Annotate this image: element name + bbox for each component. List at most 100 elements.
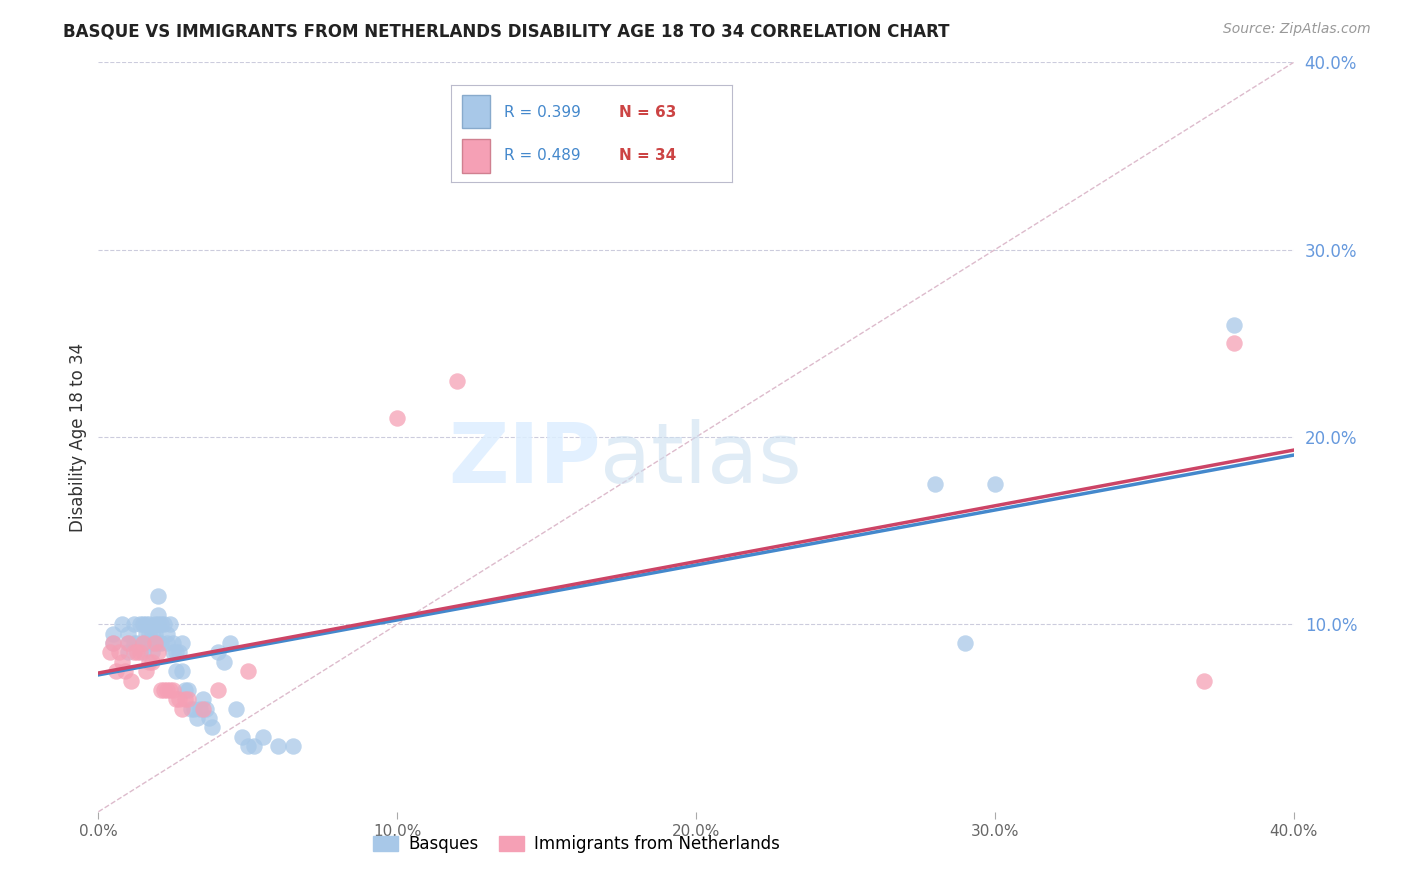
Point — [198, 711, 221, 725]
Y-axis label: Disability Age 18 to 34: Disability Age 18 to 34 — [69, 343, 87, 532]
Point — [165, 692, 187, 706]
Point — [172, 664, 194, 679]
Point — [141, 646, 163, 660]
Point — [159, 683, 181, 698]
Point — [174, 683, 197, 698]
Point — [177, 683, 200, 698]
Point — [150, 636, 173, 650]
Point — [252, 730, 274, 744]
Point — [129, 646, 152, 660]
Point — [207, 683, 229, 698]
Point — [124, 646, 146, 660]
Point — [135, 617, 157, 632]
Point — [153, 683, 176, 698]
Point — [138, 655, 160, 669]
Point — [129, 617, 152, 632]
Point — [167, 692, 190, 706]
Point — [219, 636, 242, 650]
Point — [1223, 318, 1246, 332]
Point — [183, 701, 205, 715]
Point — [159, 617, 181, 632]
Point — [191, 692, 214, 706]
Point — [172, 636, 194, 650]
Point — [162, 636, 184, 650]
Point — [162, 646, 184, 660]
Point — [124, 636, 146, 650]
Point — [165, 646, 187, 660]
Point — [243, 739, 266, 753]
Point — [132, 646, 155, 660]
Point — [143, 617, 166, 632]
Point — [174, 692, 197, 706]
Point — [117, 646, 139, 660]
Point — [385, 411, 409, 425]
Point — [195, 701, 218, 715]
Point — [150, 617, 173, 632]
Point — [177, 692, 200, 706]
Point — [236, 739, 259, 753]
Point — [138, 626, 160, 640]
Point — [191, 701, 214, 715]
Point — [117, 626, 139, 640]
Point — [207, 646, 229, 660]
Point — [117, 636, 139, 650]
Point — [127, 646, 149, 660]
Point — [105, 664, 128, 679]
Point — [120, 673, 142, 688]
Point — [156, 636, 179, 650]
Text: Source: ZipAtlas.com: Source: ZipAtlas.com — [1223, 22, 1371, 37]
Point — [143, 636, 166, 650]
Point — [132, 636, 155, 650]
Point — [231, 730, 253, 744]
Point — [135, 664, 157, 679]
Point — [117, 636, 139, 650]
Point — [1223, 336, 1246, 351]
Point — [98, 646, 122, 660]
Point — [984, 476, 1007, 491]
Point — [167, 646, 190, 660]
Point — [156, 626, 179, 640]
Point — [201, 721, 224, 735]
Point — [103, 636, 125, 650]
Text: ZIP: ZIP — [449, 419, 600, 500]
Point — [148, 636, 170, 650]
Point — [267, 739, 290, 753]
Point — [1192, 673, 1215, 688]
Point — [446, 374, 468, 388]
Point — [127, 636, 149, 650]
Point — [111, 655, 134, 669]
Point — [212, 655, 235, 669]
Point — [141, 626, 163, 640]
Point — [124, 617, 146, 632]
Point — [148, 608, 170, 623]
Point — [172, 701, 194, 715]
Point — [165, 664, 187, 679]
Point — [188, 701, 211, 715]
Point — [132, 617, 155, 632]
Point — [953, 636, 976, 650]
Point — [111, 617, 134, 632]
Point — [148, 590, 170, 604]
Point — [148, 617, 170, 632]
Point — [103, 636, 125, 650]
Point — [180, 701, 202, 715]
Point — [141, 655, 163, 669]
Point — [108, 646, 131, 660]
Point — [186, 711, 208, 725]
Point — [156, 683, 179, 698]
Point — [143, 626, 166, 640]
Point — [132, 636, 155, 650]
Point — [135, 626, 157, 640]
Text: BASQUE VS IMMIGRANTS FROM NETHERLANDS DISABILITY AGE 18 TO 34 CORRELATION CHART: BASQUE VS IMMIGRANTS FROM NETHERLANDS DI… — [63, 22, 950, 40]
Point — [281, 739, 304, 753]
Point — [150, 683, 173, 698]
Point — [114, 664, 136, 679]
Legend: Basques, Immigrants from Netherlands: Basques, Immigrants from Netherlands — [367, 829, 786, 860]
Point — [138, 617, 160, 632]
Point — [153, 617, 176, 632]
Point — [148, 646, 170, 660]
Text: atlas: atlas — [600, 419, 801, 500]
Point — [141, 636, 163, 650]
Point — [225, 701, 247, 715]
Point — [236, 664, 259, 679]
